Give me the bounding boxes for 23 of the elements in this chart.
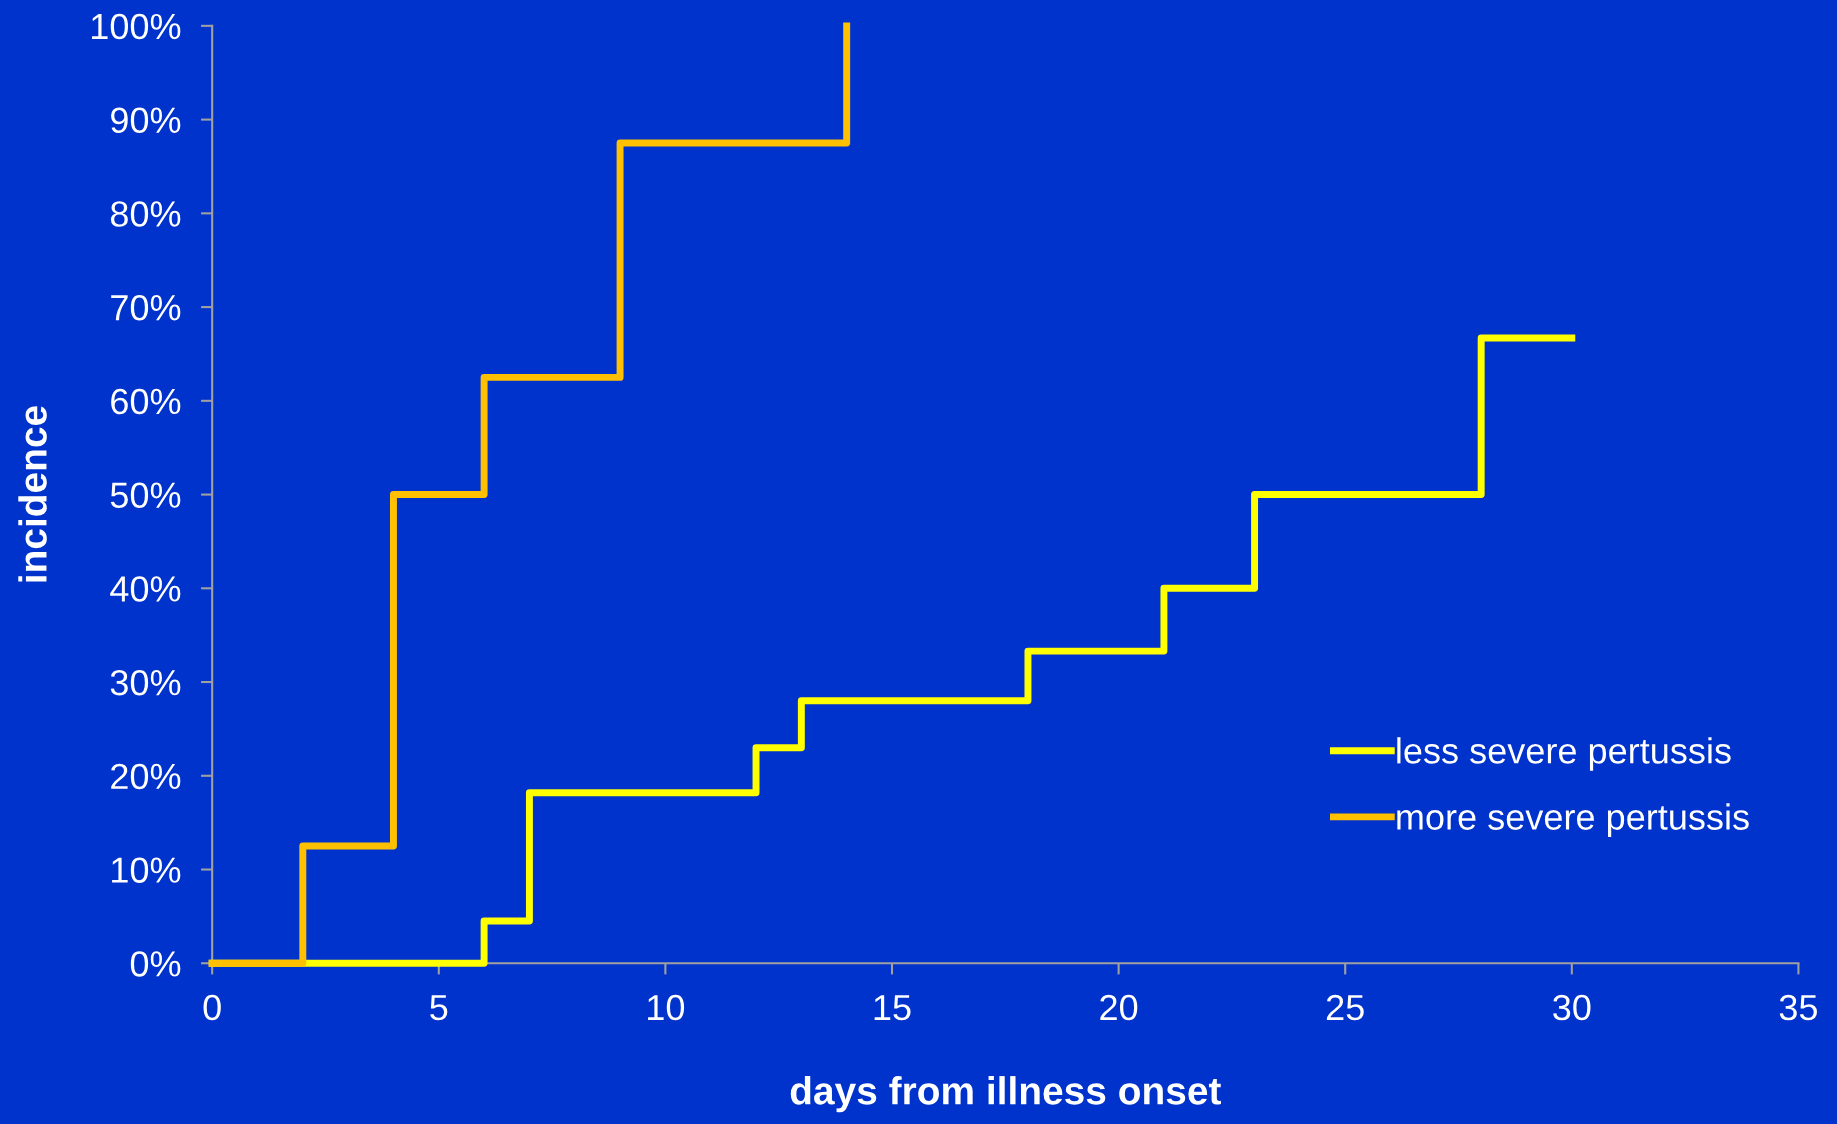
y-tick-label: 50% bbox=[110, 482, 181, 508]
x-tick-label: 25 bbox=[1326, 994, 1364, 1021]
x-tick-label: 5 bbox=[430, 995, 448, 1021]
y-tick-label: 10% bbox=[112, 857, 181, 883]
y-tick-label: 20% bbox=[111, 763, 181, 790]
y-tick-label: 70% bbox=[111, 294, 181, 321]
y-axis-title: incidence bbox=[18, 406, 47, 582]
y-tick-label: 90% bbox=[111, 107, 181, 134]
x-tick-label: 15 bbox=[874, 995, 911, 1021]
x-tick-label: 0 bbox=[203, 994, 221, 1021]
x-tick-label: 30 bbox=[1553, 994, 1591, 1021]
x-tick-label: 20 bbox=[1100, 994, 1138, 1021]
y-tick-label: 0% bbox=[130, 951, 181, 977]
legend-label: more severe pertussis bbox=[1397, 803, 1749, 838]
legend-label: less severe pertussis bbox=[1397, 737, 1731, 771]
y-tick-label: 100% bbox=[92, 13, 181, 40]
x-tick-label: 10 bbox=[648, 994, 685, 1021]
y-tick-label: 30% bbox=[110, 669, 181, 696]
y-tick-label: 40% bbox=[110, 576, 181, 602]
x-tick-label: 35 bbox=[1779, 994, 1817, 1021]
x-axis-title: days from illness onset bbox=[790, 1076, 1221, 1113]
y-tick-label: 60% bbox=[111, 388, 181, 415]
y-tick-label: 80% bbox=[110, 201, 181, 227]
